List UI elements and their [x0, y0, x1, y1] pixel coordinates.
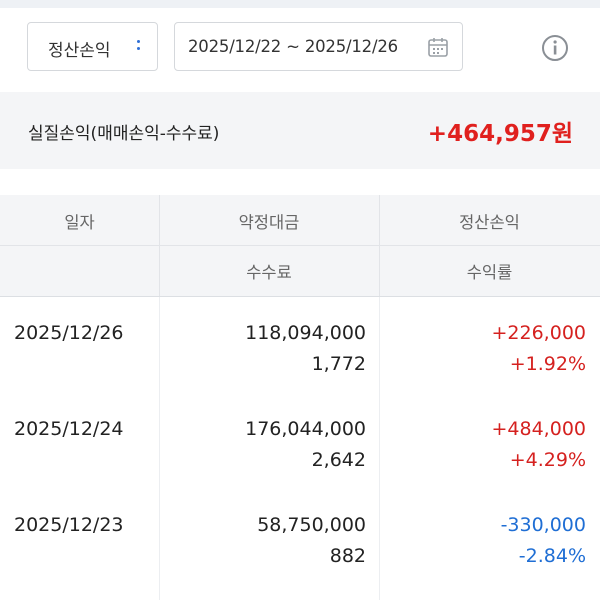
row-fee: 882 [329, 545, 366, 567]
type-select-label: 정산손익 [48, 41, 111, 61]
header-rate: 수익률 [466, 263, 513, 282]
table-row [0, 585, 600, 600]
row-amount: 58,750,000 [257, 514, 366, 536]
table-row[interactable]: 2025/12/23 58,750,000 882 -330,000 -2.84… [0, 489, 600, 585]
spacer [0, 169, 600, 195]
row-pnl: +226,000 [491, 322, 587, 344]
date-range-text: 2025/12/22 ~ 2025/12/26 [188, 37, 398, 56]
header-divider [159, 195, 160, 297]
row-divider [159, 489, 160, 585]
header-fee: 수수료 [246, 263, 292, 282]
header-amount: 약정대금 [238, 213, 300, 232]
top-strip [0, 0, 600, 8]
summary-label: 실질손익(매매손익-수수료) [28, 124, 220, 144]
row-date: 2025/12/23 [14, 514, 124, 536]
header-date: 일자 [64, 213, 95, 232]
summary-value: +464,957원 [427, 121, 573, 147]
type-select[interactable]: 정산손익 [27, 22, 158, 71]
row-divider [159, 393, 160, 489]
row-amount: 176,044,000 [245, 418, 366, 440]
row-date: 2025/12/24 [14, 418, 124, 440]
table-row[interactable]: 2025/12/24 176,044,000 2,642 +484,000 +4… [0, 393, 600, 489]
row-divider [379, 393, 380, 489]
filter-bar: 정산손익 2025/12/22 ~ 2025/12/26 [0, 8, 600, 92]
row-fee: 2,642 [311, 449, 366, 471]
header-divider [0, 296, 600, 297]
row-divider [159, 297, 160, 393]
header-divider [0, 245, 600, 246]
date-range-picker[interactable]: 2025/12/22 ~ 2025/12/26 [174, 22, 463, 71]
header-pnl: 정산손익 [459, 213, 520, 232]
row-rate: -2.84% [518, 545, 586, 567]
header-divider [379, 195, 380, 297]
row-divider [379, 489, 380, 585]
row-divider [379, 297, 380, 393]
row-amount: 118,094,000 [245, 322, 366, 344]
more-dots-icon [137, 40, 141, 54]
row-rate: +4.29% [509, 449, 586, 471]
row-date: 2025/12/26 [14, 322, 124, 344]
row-divider [379, 585, 380, 600]
table-header: 일자 약정대금 정산손익 수수료 수익률 [0, 195, 600, 297]
row-fee: 1,772 [311, 353, 366, 375]
calendar-icon [428, 38, 448, 57]
row-divider [159, 585, 160, 600]
row-pnl: +484,000 [491, 418, 587, 440]
summary-bar: 실질손익(매매손익-수수료) +464,957원 [0, 92, 600, 169]
row-pnl: -330,000 [500, 514, 586, 536]
info-icon[interactable] [541, 34, 569, 62]
row-rate: +1.92% [509, 353, 586, 375]
table-row[interactable]: 2025/12/26 118,094,000 1,772 +226,000 +1… [0, 297, 600, 393]
